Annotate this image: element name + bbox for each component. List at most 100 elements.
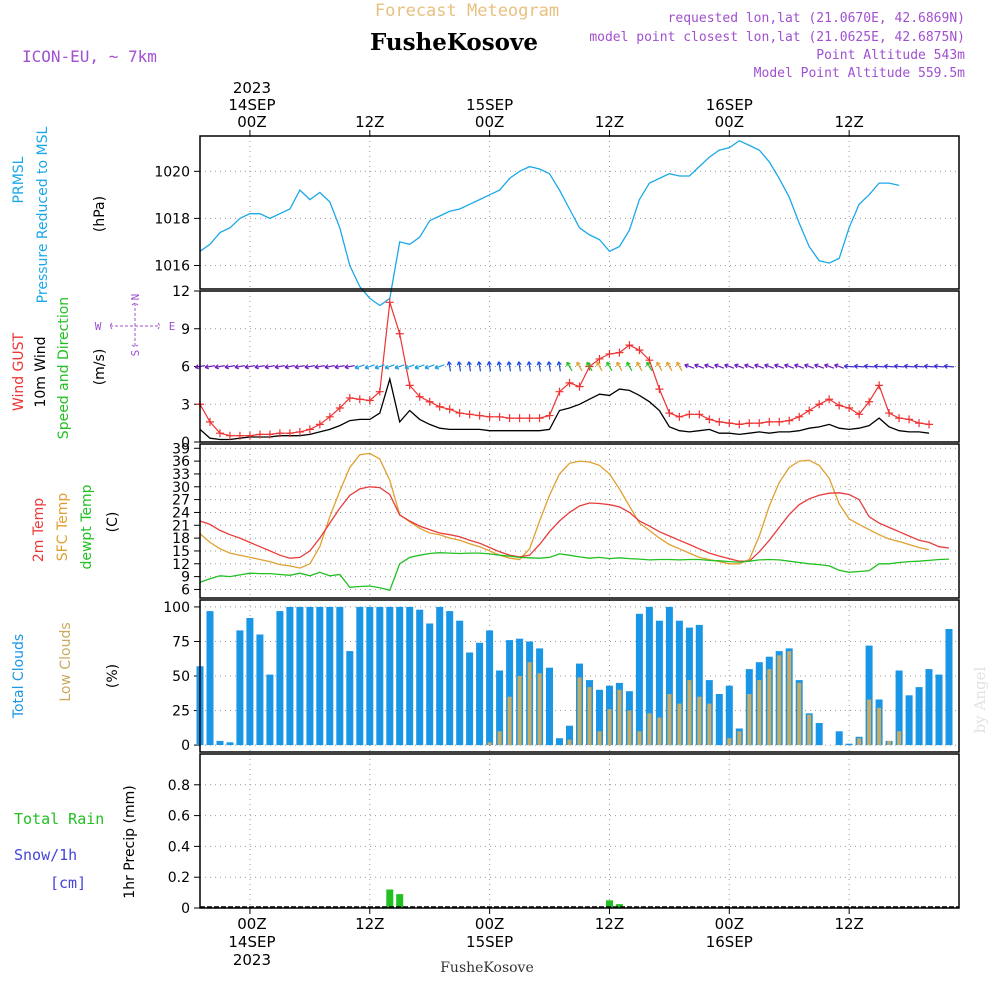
gust-marker [375, 387, 384, 396]
wind-direction-arrow [724, 363, 735, 369]
total-cloud-bar [296, 606, 304, 746]
gust-marker [565, 378, 574, 387]
pressure-panel: 1016 1018 1020 [154, 136, 959, 307]
total-cloud-bar [346, 651, 354, 746]
gust-marker [525, 414, 534, 423]
model-name: ICON-EU, ~ 7km [22, 47, 157, 66]
low-cloud-bar [787, 651, 792, 746]
temp-ytick-label: 27 [172, 493, 190, 509]
wind-label-10m: 10m Wind [33, 336, 49, 407]
bottom-time-label: 00Z [237, 915, 266, 933]
low-cloud-bar [877, 707, 882, 746]
watermark: by Angel [971, 666, 989, 733]
temp-ytick-label: 39 [172, 441, 190, 457]
wind-direction-arrow [943, 363, 955, 369]
precip-frame [199, 753, 960, 909]
gust-marker [335, 404, 344, 413]
gust-marker [765, 417, 774, 426]
wind-direction-arrow [496, 361, 502, 372]
wind-direction-arrow [354, 364, 365, 370]
low-cloud-bar [697, 696, 702, 746]
wind-direction-arrow [424, 364, 435, 370]
wind-ytick-label: 12 [172, 284, 190, 300]
requested-coords: requested lon,lat (21.0670E, 42.6869N) [668, 11, 965, 26]
top-time-label: 2023 [233, 79, 271, 97]
wind-direction-arrow [814, 363, 825, 369]
temp-ytick-label: 12 [172, 557, 190, 573]
total-cloud-bar [546, 667, 553, 746]
low-cloud-bar [537, 673, 542, 746]
wind-direction-arrow [734, 363, 745, 369]
gust-marker [695, 410, 704, 419]
gust-marker [535, 414, 544, 423]
gust-marker [205, 417, 214, 426]
gust-marker [855, 410, 864, 419]
wind-direction-arrow [794, 363, 805, 369]
wind-direction-arrow [666, 361, 673, 372]
total-cloud-bar [815, 723, 823, 746]
pressure-frame [199, 135, 960, 290]
gust-marker [495, 412, 504, 421]
wind-direction-arrow [446, 361, 452, 372]
wind-direction-arrow [234, 364, 246, 370]
wind-direction-arrow [606, 361, 613, 372]
cloud-panel-labels: Total Clouds Low Clouds (%) [11, 622, 121, 719]
bottom-time-label: 00Z [475, 915, 504, 933]
gust-marker [515, 414, 524, 423]
wind-direction-arrow [684, 363, 695, 369]
chart-title: Forecast Meteogram [375, 1, 559, 21]
temp-frame [199, 443, 960, 599]
gust-marker [455, 409, 464, 418]
wind-direction-arrow [254, 364, 265, 370]
wind-direction-arrow [754, 363, 765, 369]
wind-direction-arrow [476, 361, 482, 372]
gust-marker [925, 420, 934, 429]
low-cloud-bar [577, 677, 582, 746]
total-cloud-bar [486, 630, 494, 746]
wind-direction-arrow [364, 364, 375, 370]
closest-coords: model point closest lon,lat (21.0625E, 4… [589, 30, 965, 45]
total-cloud-bar [566, 725, 573, 745]
top-time-label: 14SEP [228, 96, 275, 114]
wind-direction-arrow [676, 361, 683, 372]
low-cloud-bar [757, 680, 762, 745]
bottom-time-label: 16SEP [706, 933, 753, 951]
gust-marker [555, 387, 564, 396]
temp-ytick-label: 30 [172, 480, 190, 496]
bottom-time-label: 15SEP [466, 933, 513, 951]
compass-e: E [169, 320, 176, 333]
compass-s: S [129, 350, 142, 357]
total-cloud-bar [286, 606, 294, 746]
wind-direction-arrow [873, 363, 885, 369]
total-cloud-bar [476, 642, 484, 746]
gust-marker [705, 415, 714, 424]
total-cloud-bar [426, 623, 434, 746]
temp-ytick-label: 36 [172, 454, 190, 470]
wind-direction-arrow [506, 361, 512, 372]
pressure-label-prmsl: PRMSL [11, 156, 27, 203]
total-cloud-bar [596, 689, 603, 746]
low-cloud-bar [857, 738, 862, 746]
low-cloud-bar [487, 742, 492, 746]
low-cloud-bar [597, 731, 602, 746]
gust-marker [405, 381, 414, 390]
gust-marker [655, 385, 664, 394]
pressure-ytick-label: 1018 [154, 211, 190, 227]
wind-direction-arrow [414, 364, 425, 370]
gust-marker [745, 419, 754, 428]
bottom-time-label: 00Z [715, 915, 744, 933]
low-cloud-bar [767, 669, 772, 746]
total-cloud-bar [216, 740, 224, 745]
wind-direction-arrow [214, 364, 226, 370]
total-cloud-bar [556, 738, 563, 746]
total-cloud-bar [436, 606, 444, 746]
total-cloud-bar [835, 731, 843, 746]
gust-marker [485, 412, 494, 421]
low-cloud-bar [567, 739, 572, 746]
wind-direction-arrow [536, 361, 542, 372]
wind-direction-arrow [626, 361, 633, 372]
gust-marker [435, 402, 444, 411]
wind-direction-arrow [204, 364, 216, 370]
total-cloud-bar [326, 606, 334, 746]
